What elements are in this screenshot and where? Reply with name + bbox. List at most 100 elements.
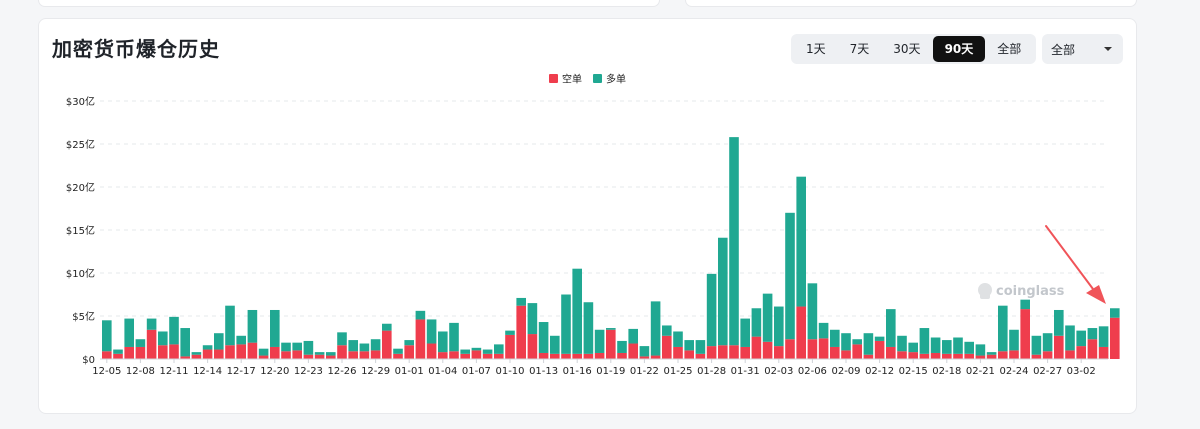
short-liquidation-bar <box>292 350 302 359</box>
coin-select[interactable]: 全部 <box>1042 34 1123 64</box>
x-tick-label: 02-03 <box>764 366 793 377</box>
long-liquidation-bar <box>1110 308 1120 318</box>
long-liquidation-bar <box>146 318 157 330</box>
long-liquidation-bar <box>662 325 672 336</box>
annotation-arrow-icon <box>1045 225 1097 294</box>
long-liquidation-bar <box>135 339 146 347</box>
watermark-text: coinglass <box>996 284 1065 299</box>
short-liquidation-bar <box>662 335 672 359</box>
short-liquidation-bar <box>785 339 795 359</box>
short-liquidation-bar <box>303 354 314 359</box>
legend-swatch-short <box>549 74 558 83</box>
long-liquidation-bar <box>718 237 728 346</box>
long-liquidation-bar <box>1009 329 1019 351</box>
long-liquidation-bar <box>762 293 773 342</box>
long-liquidation-bar <box>303 340 314 355</box>
x-tick-label: 01-01 <box>395 366 424 377</box>
x-tick-label: 02-09 <box>831 366 860 377</box>
long-liquidation-bar <box>191 352 202 355</box>
short-liquidation-bar <box>516 305 526 359</box>
long-liquidation-bar <box>729 137 739 346</box>
short-liquidation-bar <box>751 336 762 359</box>
annotation-arrowhead-icon <box>1086 285 1106 304</box>
short-liquidation-bar <box>550 353 560 359</box>
long-liquidation-bar <box>426 319 437 344</box>
short-liquidation-bar <box>930 352 941 359</box>
x-tick-label: 12-05 <box>92 366 121 377</box>
long-liquidation-bar <box>807 283 818 340</box>
range-all-button[interactable]: 全部 <box>997 42 1022 56</box>
short-liquidation-bar <box>225 345 235 359</box>
y-tick-label: $20亿 <box>66 181 95 194</box>
range-1d-button[interactable]: 1天 <box>806 42 826 56</box>
short-liquidation-bar <box>594 352 605 359</box>
short-liquidation-bar <box>438 352 448 359</box>
short-liquidation-bar <box>942 353 952 359</box>
short-liquidation-bar <box>606 329 616 359</box>
short-liquidation-bar <box>561 353 571 359</box>
range-7d-button[interactable]: 7天 <box>849 42 870 56</box>
y-tick-label: $10亿 <box>66 267 95 280</box>
x-tick-label: 01-25 <box>663 366 692 377</box>
x-tick-label: 01-31 <box>731 366 760 377</box>
long-liquidation-bar <box>908 342 918 353</box>
long-liquidation-bar <box>561 294 571 354</box>
short-liquidation-bar <box>796 306 806 359</box>
long-liquidation-bar <box>774 306 784 347</box>
long-liquidation-bar <box>751 308 762 337</box>
short-liquidation-bar <box>706 346 717 359</box>
range-30d-button[interactable]: 30天 <box>893 42 921 56</box>
long-liquidation-bar <box>863 333 874 355</box>
legend-label-long: 多单 <box>606 73 626 86</box>
short-liquidation-bar <box>471 350 482 359</box>
x-tick-label: 01-13 <box>529 366 558 377</box>
long-liquidation-bar <box>326 352 336 356</box>
long-liquidation-bar <box>796 176 806 307</box>
short-liquidation-bar <box>370 350 381 359</box>
long-liquidation-bar <box>953 337 963 354</box>
y-tick-label: $5亿 <box>72 310 95 323</box>
x-tick-label: 02-24 <box>999 366 1028 377</box>
long-liquidation-bar <box>281 342 291 352</box>
x-tick-label: 12-20 <box>260 366 289 377</box>
long-liquidation-bar <box>359 343 370 352</box>
long-liquidation-bar <box>505 330 515 335</box>
x-tick-label: 01-16 <box>563 366 592 377</box>
x-tick-label: 01-22 <box>630 366 659 377</box>
x-tick-label: 02-21 <box>966 366 995 377</box>
short-liquidation-bar <box>1020 309 1030 359</box>
long-liquidation-bar <box>572 268 582 354</box>
short-liquidation-bar <box>113 353 123 359</box>
long-liquidation-bar <box>102 320 112 352</box>
x-tick-label: 02-12 <box>865 366 894 377</box>
short-liquidation-bar <box>191 354 202 359</box>
x-tick-label: 02-18 <box>932 366 961 377</box>
long-liquidation-bar <box>292 342 302 351</box>
long-liquidation-bar <box>852 339 862 345</box>
short-liquidation-bar <box>897 351 907 359</box>
short-liquidation-bar <box>415 319 426 359</box>
long-liquidation-bar <box>740 318 750 347</box>
long-liquidation-bar <box>124 318 134 347</box>
page-title: 加密货币爆仓历史 <box>52 37 220 61</box>
range-90d-button[interactable]: 90天 <box>932 36 986 62</box>
long-liquidation-bar <box>886 309 896 347</box>
short-liquidation-bar <box>348 351 358 359</box>
long-liquidation-bar <box>1042 333 1053 352</box>
short-liquidation-bar <box>986 354 997 359</box>
short-liquidation-bar <box>1042 351 1053 359</box>
short-liquidation-bar <box>673 346 683 359</box>
legend-label-short: 空单 <box>562 73 582 86</box>
short-liquidation-bar <box>449 351 459 359</box>
coinglass-logo-icon <box>978 283 992 299</box>
long-liquidation-bar <box>180 328 190 357</box>
long-liquidation-bar <box>113 349 123 354</box>
short-liquidation-bar <box>830 346 840 359</box>
legend-swatch-long <box>593 74 602 83</box>
short-liquidation-bar <box>650 355 661 359</box>
short-liquidation-bar <box>538 352 549 359</box>
short-liquidation-bar <box>975 355 986 359</box>
long-liquidation-bar <box>404 340 414 346</box>
short-liquidation-bar <box>236 344 246 359</box>
